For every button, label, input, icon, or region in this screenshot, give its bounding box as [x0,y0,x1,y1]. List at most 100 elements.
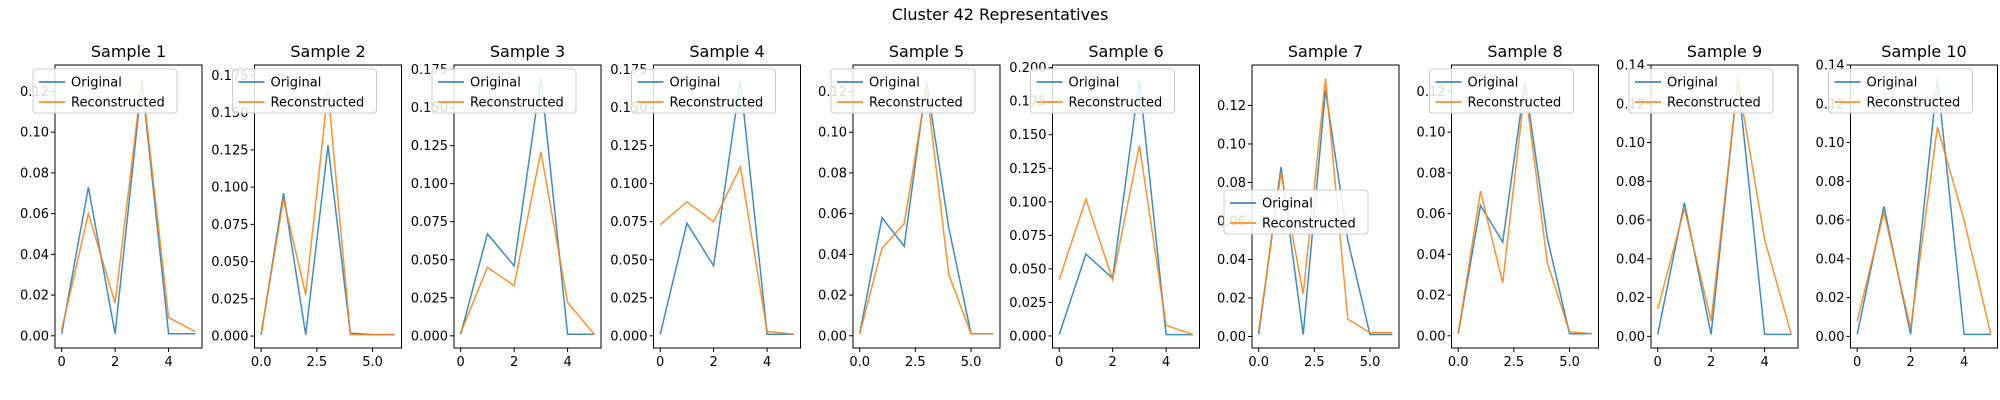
x-tick-label: 2 [111,355,119,370]
legend-box [1628,68,1774,114]
axes-frame [254,64,402,349]
y-tick-label: 0.125 [1009,162,1046,177]
legend: Original Reconstructed [1828,68,1973,114]
subplot-7: Sample 70.000.020.040.060.080.100.120.02… [1217,42,1400,370]
legend-box [1223,189,1369,235]
x-tick-label: 5.0 [961,355,982,370]
x-tick-label: 0 [1654,355,1662,370]
y-tick-label: 0.04 [1217,253,1246,268]
y-tick-label: 0.02 [818,289,847,304]
y-tick-label: 0.08 [1417,166,1446,181]
legend-label: Original [1262,197,1313,212]
y-tick-label: 0.100 [1009,195,1046,210]
subplot-5: Sample 50.000.020.040.060.080.100.120.02… [818,42,1001,370]
y-tick-label: 0.06 [818,207,847,222]
axes-frame [1650,64,1799,349]
x-tick-label: 4 [1960,355,1968,370]
x-tick-label: 2 [1707,355,1715,370]
y-tick-label: 0.08 [1616,175,1645,190]
legend-label: Original [1667,76,1718,91]
x-tick-label: 0 [656,355,664,370]
series-line-reconstructed [1257,78,1393,334]
legend: Original Reconstructed [32,68,178,114]
subplot-grid: Sample 10.000.020.040.060.080.100.12024O… [20,42,1998,370]
y-tick-label: 0.050 [1009,262,1046,277]
y-tick-label: 0.100 [411,177,448,192]
x-tick-label: 2.5 [1504,355,1525,370]
x-tick-label: 0.0 [1448,355,1469,370]
legend: Original Reconstructed [631,68,776,114]
x-tick-label: 2 [510,355,518,370]
y-tick-label: 0.050 [610,253,647,268]
y-tick-label: 0.150 [1009,128,1046,143]
legend-label: Reconstructed [271,96,365,111]
legend-label: Reconstructed [1468,96,1562,111]
x-tick-label: 2 [1906,355,1914,370]
series-line-original [659,80,794,336]
legend: Original Reconstructed [431,68,577,114]
y-tick-label: 0.06 [1417,207,1446,222]
y-tick-label: 0.04 [1616,252,1645,267]
legend-box [1429,68,1574,114]
series-line-reconstructed [60,79,196,333]
y-tick-label: 0.04 [1816,252,1845,267]
y-tick-label: 0.075 [411,215,448,230]
subplot-2: Sample 2 0.000 0.025 0.050 0.075 0.100 0.125 0.… [211,42,402,370]
y-tick-label: 0.04 [20,248,49,263]
subplot-title: Sample 4 [689,42,764,61]
y-tick-label: 0.125 [411,139,448,154]
x-tick-label: 5.0 [1360,355,1381,370]
legend-label: Reconstructed [670,96,764,111]
subplot-1: Sample 10.000.020.040.060.080.100.12024O… [20,42,203,370]
legend: Original Reconstructed [1628,68,1774,114]
legend-label: Original [670,76,721,91]
y-tick-label: 0.08 [20,166,49,181]
x-tick-label: 2.5 [1304,355,1325,370]
legend: Original Reconstructed [830,68,976,114]
y-tick-label: 0.12 [1217,99,1246,114]
x-tick-label: 2.5 [905,355,926,370]
y-tick-label: 0.000 [411,329,448,344]
x-tick-label: 0 [1055,355,1063,370]
legend: Original Reconstructed [1030,68,1175,114]
subplot-title: Sample 6 [1088,42,1163,61]
x-tick-label: 4 [164,355,172,370]
subplot-title: Sample 10 [1881,42,1966,61]
subplot-title: Sample 7 [1288,42,1363,61]
legend-box [1828,68,1973,114]
y-tick-label: 0.00 [1816,330,1845,345]
legend-label: Reconstructed [1667,96,1761,111]
legend: Original Reconstructed [232,68,377,114]
legend-label: Reconstructed [869,96,963,111]
y-tick-label: 0.050 [211,255,248,270]
y-tick-label: 0.00 [1217,330,1246,345]
x-tick-label: 0 [457,355,465,370]
subplot-4: Sample 40.0000.0250.0500.0750.1000.1250.… [610,42,801,370]
y-tick-label: 0.02 [1616,291,1645,306]
subplot-title: Sample 2 [290,42,365,61]
series-line-reconstructed [659,164,794,336]
legend-label: Original [271,76,322,91]
legend-label: Original [470,76,521,91]
y-tick-label: 0.10 [20,126,49,141]
y-tick-label: 0.100 [610,177,647,192]
y-tick-label: 0.025 [610,291,647,306]
y-tick-label: 0.075 [1009,229,1046,244]
legend-box [631,68,776,114]
y-tick-label: 0.00 [1616,330,1645,345]
y-tick-label: 0.025 [411,291,448,306]
series-line-reconstructed [1058,145,1194,336]
series-line-original [60,81,196,335]
series-line-reconstructed [1856,126,1992,335]
legend-box [1030,68,1175,114]
axes-frame [852,64,1001,349]
series-line-original [1058,79,1193,336]
legend-label: Original [1468,76,1519,91]
y-tick-label: 0.00 [20,329,49,344]
subplot-10: Sample 100.000.020.040.060.080.100.120.1… [1816,42,1998,370]
axes-frame [1052,64,1200,349]
y-tick-label: 0.10 [1816,136,1845,151]
legend-label: Original [869,76,920,91]
y-tick-label: 0.10 [1616,136,1645,151]
y-tick-label: 0.02 [20,289,49,304]
